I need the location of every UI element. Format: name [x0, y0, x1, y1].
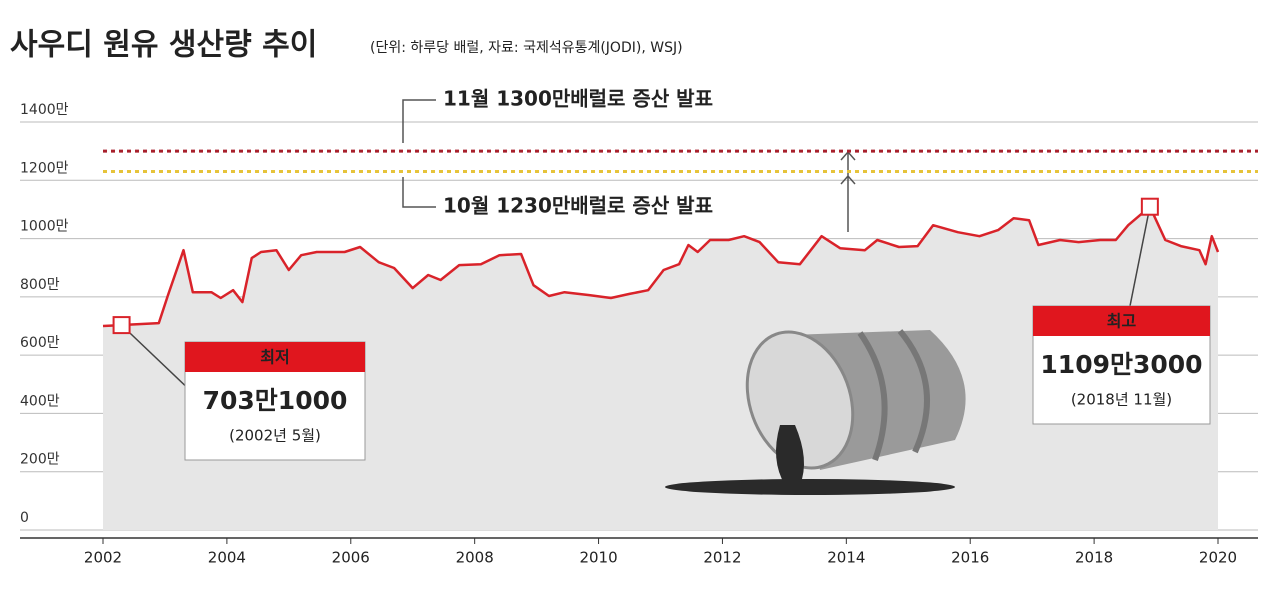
callout-date: (2002년 5월)	[229, 427, 321, 445]
x-tick-label: 2014	[827, 549, 865, 567]
callout-marker	[112, 316, 131, 335]
bracket	[402, 99, 436, 143]
y-tick-label: 0	[20, 510, 29, 526]
callout-value: 1109만3000	[1040, 350, 1202, 379]
oil-stream	[776, 425, 804, 485]
reference-label: 11월 1300만배럴로 증산 발표	[443, 87, 713, 111]
callout-header: 최저	[260, 348, 289, 367]
series-line	[102, 205, 1220, 328]
y-tick-label: 200만	[20, 452, 60, 468]
bracket	[402, 177, 436, 208]
callout-date: (2018년 11월)	[1071, 391, 1172, 409]
x-tick-label: 2008	[456, 549, 494, 567]
y-tick-label: 800만	[20, 277, 60, 293]
arrow	[840, 150, 856, 232]
callout-header-bg	[185, 342, 365, 372]
x-tick-label: 2006	[332, 549, 370, 567]
x-tick-label: 2012	[703, 549, 741, 567]
reference-label: 10월 1230만배럴로 증산 발표	[443, 194, 713, 218]
y-tick-label: 1400만	[20, 102, 69, 118]
x-tick-label: 2002	[84, 549, 122, 567]
y-tick-label: 1200만	[20, 160, 69, 176]
callout-marker	[1140, 197, 1159, 216]
x-tick-label: 2016	[951, 549, 989, 567]
x-tick-label: 2020	[1199, 549, 1237, 567]
callout-leader	[121, 324, 196, 396]
callout-leader	[1129, 206, 1151, 307]
x-tick-label: 2004	[208, 549, 246, 567]
barrel-rib	[857, 329, 930, 462]
y-tick-label: 600만	[20, 335, 60, 351]
callout-value: 703만1000	[203, 386, 348, 415]
chart-title: 사우디 원유 생산량 추이	[10, 28, 317, 63]
barrel-illustration	[665, 329, 966, 495]
barrel-lid	[745, 330, 855, 470]
y-tick-label: 400만	[20, 393, 60, 409]
chart-subtitle: (단위: 하루당 배럴, 자료: 국제석유통계(JODI), WSJ)	[370, 40, 683, 56]
y-tick-label: 1000만	[20, 219, 69, 235]
x-tick-label: 2018	[1075, 549, 1113, 567]
plot: 0 200만 400만 600만 800만 1000만 1200만 1400만 2002 2004…	[20, 87, 1258, 567]
callout-header: 최고	[1107, 312, 1137, 331]
x-tick-label: 2010	[579, 549, 617, 567]
oil-spill	[665, 479, 955, 495]
series-area	[103, 206, 1218, 530]
callout-header-bg	[1033, 306, 1210, 336]
